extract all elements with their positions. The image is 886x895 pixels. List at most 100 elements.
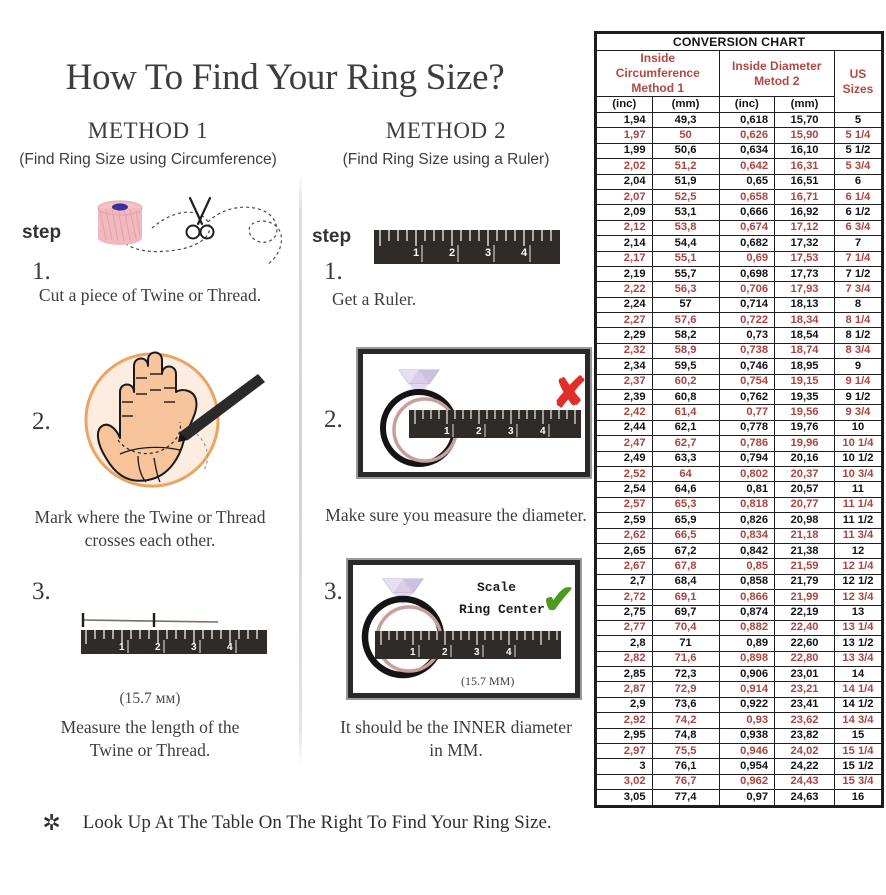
table-cell: 21,38	[774, 542, 835, 560]
table-cell: 76,1	[651, 758, 720, 775]
table-cell: 6 3/4	[833, 219, 883, 237]
table-cell: 19,76	[774, 419, 835, 437]
table-cell: 2,77	[596, 619, 653, 637]
table-row: 3 76,1 0,954 24,22 15 1/2	[596, 758, 883, 775]
table-cell: 24,43	[774, 773, 835, 791]
method-1-subheading: (Find Ring Size using Circumference)	[19, 151, 277, 168]
table-cell: 50,6	[651, 142, 720, 160]
table-cell: 10 1/4	[833, 435, 883, 452]
table-cell: 2,22	[596, 281, 653, 298]
svg-text:2: 2	[449, 247, 455, 259]
svg-text:2: 2	[155, 642, 161, 653]
table-cell: 0,706	[718, 281, 776, 298]
table-cell: 2,29	[596, 327, 653, 344]
method-2-step-1-number: 1.	[324, 258, 343, 285]
table-cell: 20,16	[774, 450, 835, 467]
table-cell: 59,5	[651, 358, 720, 375]
table-cell: 0,666	[718, 204, 776, 221]
table-cell: 2,49	[596, 450, 653, 467]
table-cell: 57,6	[651, 312, 720, 329]
table-cell: 0,626	[718, 127, 776, 144]
table-cell: 0,722	[718, 312, 776, 329]
svg-text:1: 1	[444, 426, 450, 437]
method-1-step-2-caption: Mark where the Twine or Thread crosses ea…	[34, 507, 266, 551]
svg-text:4: 4	[521, 247, 528, 259]
table-cell: 0,682	[718, 235, 776, 252]
table-row: 2,72 69,1 0,866 21,99 12 3/4	[596, 589, 883, 606]
page-title: How To Find Your Ring Size?	[65, 57, 505, 98]
table-row: 2,97 75,5 0,946 24,02 15 1/4	[596, 743, 883, 760]
group-header-diameter: Inside Diameter Metod 2	[718, 50, 835, 97]
method-1-step-word: step	[22, 222, 62, 243]
table-cell: 73,6	[651, 696, 720, 714]
table-cell: 10 3/4	[833, 465, 883, 483]
table-cell: 71,6	[651, 650, 720, 668]
table-cell: 7 1/4	[833, 250, 883, 267]
table-cell: 3,02	[596, 773, 653, 791]
table-cell: 12 1/2	[833, 573, 883, 591]
diamond-icon	[398, 369, 440, 396]
method-1-step-1-number: 1.	[32, 258, 51, 285]
table-cell: 0,778	[718, 419, 776, 437]
table-cell: 2,7	[596, 573, 653, 591]
table-cell: 2,17	[596, 250, 653, 267]
table-row: 2,09 53,1 0,666 16,92 6 1/2	[596, 204, 883, 221]
table-cell: 9 3/4	[833, 404, 883, 421]
table-cell: 51,9	[651, 173, 720, 190]
method-2-step-word: step	[312, 226, 352, 247]
table-row: 2,77 70,4 0,882 22,40 13 1/4	[596, 619, 883, 637]
table-cell: 20,77	[774, 496, 835, 514]
table-cell: 15 1/4	[833, 743, 883, 760]
table-cell: 2,67	[596, 558, 653, 575]
table-row: 2,37 60,2 0,754 19,15 9 1/4	[596, 373, 883, 391]
table-cell: 10 1/2	[833, 450, 883, 467]
table-cell: 7	[833, 235, 883, 252]
table-cell: 0,938	[718, 727, 776, 745]
table-cell: 2,07	[596, 188, 653, 206]
conversion-chart: CONVERSION CHART Inside Circumference Met…	[594, 31, 884, 808]
table-cell: 1,99	[596, 142, 653, 160]
table-cell: 18,13	[774, 296, 835, 314]
table-cell: 0,874	[718, 604, 776, 621]
table-row: 1,97 50 0,626 15,90 5 1/4	[596, 127, 883, 144]
svg-text:4: 4	[506, 647, 512, 658]
table-cell: 2,09	[596, 204, 653, 221]
table-cell: 17,32	[774, 235, 835, 252]
table-cell: 16,92	[774, 204, 835, 221]
table-cell: 0,698	[718, 265, 776, 283]
table-cell: 2,9	[596, 696, 653, 714]
table-row: 2,47 62,7 0,786 19,96 10 1/4	[596, 435, 883, 452]
col-header-circ-mm: (mm)	[651, 96, 720, 113]
table-cell: 2,97	[596, 743, 653, 760]
table-cell: 11 3/4	[833, 527, 883, 544]
table-cell: 6 1/4	[833, 188, 883, 206]
table-cell: 2,87	[596, 681, 653, 698]
table-row: 2,07 52,5 0,658 16,71 6 1/4	[596, 188, 883, 206]
table-cell: 23,41	[774, 696, 835, 714]
method-1-heading: METHOD 1	[87, 118, 209, 143]
table-cell: 0,69	[718, 250, 776, 267]
table-cell: 12 3/4	[833, 589, 883, 606]
col-header-circ-inc: (inc)	[596, 96, 653, 113]
table-row: 2,8 71 0,89 22,60 13 1/2	[596, 635, 883, 652]
method-2-step-3-illustration: 1 2 3 4 Scale Ring Center (15.7 MM)	[346, 558, 582, 700]
scale-label-line-2: Ring Center	[459, 602, 545, 617]
table-row: 2,12 53,8 0,674 17,12 6 3/4	[596, 219, 883, 237]
table-row: 2,44 62,1 0,778 19,76 10	[596, 419, 883, 437]
table-row: 2,32 58,9 0,738 18,74 8 3/4	[596, 342, 883, 360]
svg-text:1: 1	[410, 647, 416, 658]
table-cell: 2,32	[596, 342, 653, 360]
table-cell: 0,762	[718, 389, 776, 406]
table-row: 2,19 55,7 0,698 17,73 7 1/2	[596, 265, 883, 283]
table-cell: 0,634	[718, 142, 776, 160]
table-cell: 2,95	[596, 727, 653, 745]
table-cell: 13	[833, 604, 883, 621]
table-cell: 0,97	[718, 789, 776, 806]
method-2-step-3-caption: It should be the INNER diameter in MM.	[340, 717, 572, 761]
table-row: 2,04 51,9 0,65 16,51 6	[596, 173, 883, 190]
svg-text:3: 3	[508, 426, 514, 437]
table-cell: 24,22	[774, 758, 835, 775]
table-cell: 66,5	[651, 527, 720, 544]
table-cell: 5	[833, 111, 883, 129]
table-cell: 0,882	[718, 619, 776, 637]
